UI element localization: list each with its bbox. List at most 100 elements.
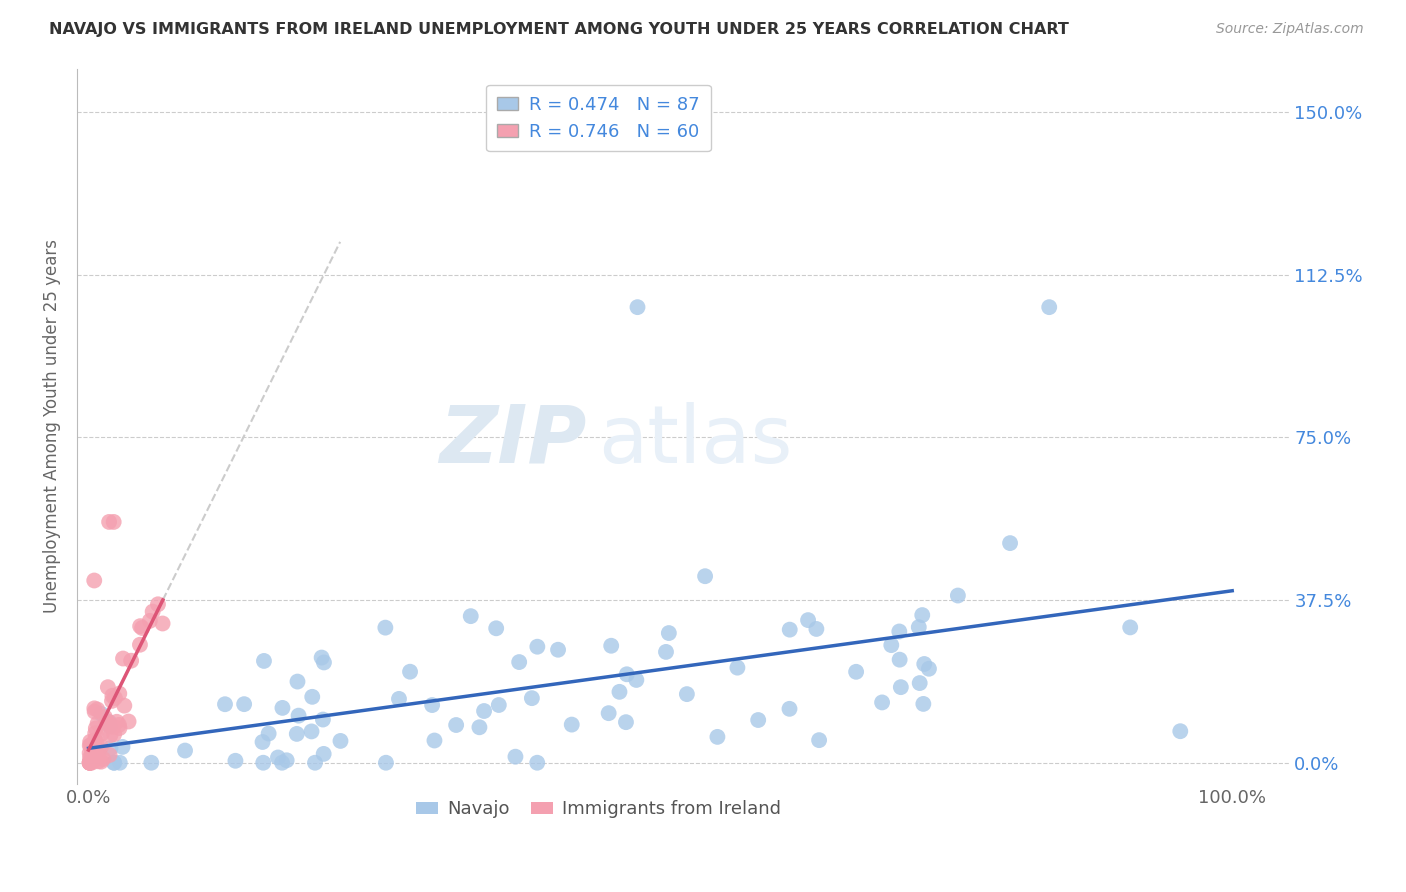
Point (84, 726, 107, 740)
Point (90, 706, 112, 721)
Point (285, 727, 308, 741)
Point (87, 745, 110, 759)
Point (614, 715, 637, 730)
Point (83, 744, 105, 758)
Point (526, 640, 548, 654)
Point (104, 690, 127, 705)
Point (112, 651, 135, 665)
Point (90, 755, 112, 769)
Point (676, 687, 699, 701)
Point (79, 756, 101, 770)
Point (797, 613, 820, 627)
Point (97, 714, 120, 729)
Point (271, 701, 294, 715)
Point (80, 747, 103, 761)
Point (312, 656, 335, 670)
Point (508, 655, 530, 669)
Point (100, 741, 122, 756)
Point (142, 605, 165, 619)
Point (108, 718, 131, 732)
Point (547, 642, 569, 657)
Point (399, 665, 422, 679)
Point (472, 704, 495, 718)
Point (520, 691, 543, 706)
Point (1038, 300, 1060, 314)
Point (98, 715, 121, 730)
Point (889, 653, 911, 667)
Point (131, 621, 153, 635)
Point (880, 638, 903, 652)
Point (141, 756, 163, 770)
Point (120, 654, 142, 668)
Point (79, 746, 101, 760)
Point (129, 638, 152, 652)
Point (253, 654, 276, 668)
Point (83, 574, 105, 588)
Point (83, 733, 105, 747)
Text: atlas: atlas (599, 401, 793, 480)
Point (616, 667, 638, 681)
Point (174, 743, 197, 757)
Point (91, 752, 114, 766)
Point (526, 756, 548, 770)
Point (304, 756, 326, 770)
Point (485, 621, 508, 635)
Point (388, 692, 411, 706)
Point (908, 676, 931, 690)
Point (86, 716, 108, 731)
Point (112, 698, 135, 713)
Point (561, 717, 583, 731)
Point (267, 750, 290, 764)
Point (911, 608, 934, 623)
Point (103, 727, 125, 741)
Point (311, 650, 333, 665)
Point (287, 708, 309, 723)
Point (287, 674, 309, 689)
Point (329, 734, 352, 748)
Text: ZIP: ZIP (439, 401, 586, 480)
Point (94, 710, 117, 724)
Point (889, 624, 911, 639)
Point (626, 673, 648, 687)
Point (725, 660, 748, 674)
Point (100, 728, 122, 742)
Point (626, 300, 648, 314)
Point (79, 756, 101, 770)
Point (83, 737, 105, 751)
Point (598, 706, 620, 721)
Point (257, 726, 280, 740)
Point (224, 754, 246, 768)
Point (84, 722, 107, 736)
Point (108, 721, 131, 735)
Point (129, 619, 152, 633)
Point (87, 754, 110, 768)
Point (488, 698, 510, 712)
Point (806, 622, 828, 636)
Point (214, 697, 236, 711)
Point (444, 718, 467, 732)
Point (312, 713, 335, 727)
Point (301, 724, 323, 739)
Point (423, 733, 446, 747)
Point (90, 739, 112, 754)
Point (912, 697, 935, 711)
Point (252, 735, 274, 749)
Point (276, 753, 298, 767)
Point (98, 515, 121, 529)
Point (86, 702, 108, 716)
Point (658, 626, 681, 640)
Point (79, 756, 101, 770)
Point (111, 739, 134, 754)
Point (98, 719, 121, 733)
Point (105, 714, 128, 729)
Point (301, 690, 323, 704)
Point (870, 695, 893, 709)
Point (98, 717, 121, 731)
Point (152, 616, 174, 631)
Point (79, 739, 101, 753)
Point (83, 747, 105, 761)
Point (139, 614, 162, 628)
Point (600, 639, 623, 653)
Point (146, 597, 169, 611)
Point (468, 720, 491, 734)
